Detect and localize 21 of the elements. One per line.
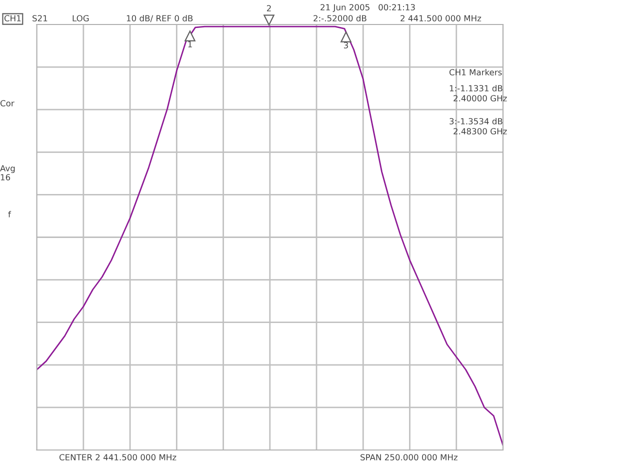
annotation: 3:-1.3534 dB [450, 118, 502, 124]
text: 2 441.500 000 MHz [400, 15, 482, 22]
text: S21 [32, 15, 48, 22]
annotation: 2.48300 GHz [454, 128, 507, 134]
text: 16 [0, 174, 10, 180]
text: LOG [72, 15, 89, 22]
text: Avg [0, 165, 15, 174]
text: CENTER 2 441.500 000 MHz [59, 454, 176, 460]
text: 2 [266, 5, 271, 12]
text: CH1 [4, 15, 21, 22]
annotation: 3 [344, 42, 348, 48]
annotation: 1 [188, 41, 192, 48]
annotation: CH1 Markers [449, 68, 502, 76]
text: 2:-.52000 dB [314, 14, 366, 22]
text: 21 Jun 2005 00:21:13 [320, 4, 415, 12]
annotation: 2.40000 GHz [454, 95, 507, 102]
text: Cor [0, 100, 14, 106]
text: SPAN 250.000 000 MHz [360, 454, 458, 460]
text: 10 dB/ REF 0 dB [126, 14, 193, 22]
text: f [8, 210, 12, 218]
annotation: 1:-1.1331 dB [450, 84, 502, 92]
